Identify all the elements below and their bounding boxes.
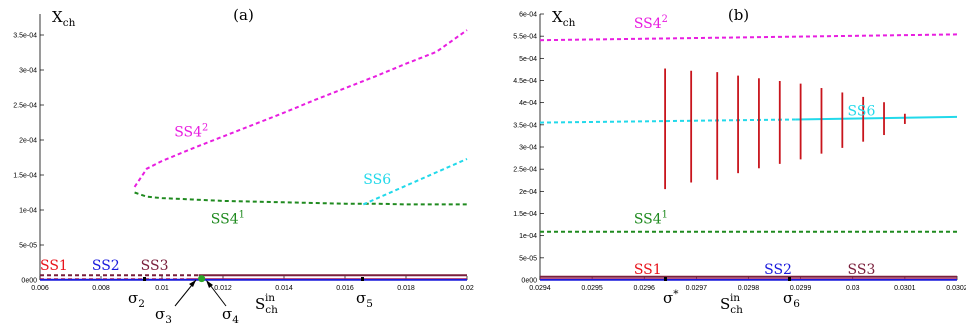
panel-b-series-ss6: [539, 118, 796, 124]
sigma6-label: σ6: [783, 289, 800, 310]
panel-a-chart: 0e00 5e-05 1e-04 1.5e-04 2e-04 2.5e-04 3e-04 3.…: [13, 6, 474, 324]
panel-b-x-label: Schin: [720, 292, 743, 316]
panel-a-series-ss6: [362, 157, 468, 206]
panel-a-x-tick-label: 0.006: [31, 285, 49, 292]
panel-b-x-tick-label: 0.0299: [790, 285, 812, 292]
panel-b-chart: 0e00 5e-05 1e-04 1.5e-04 2e-04 2.5e-04 3e-04 3.…: [513, 6, 966, 316]
sigma3-arrowhead: [189, 280, 196, 287]
panel-a-x-tick-label: 0.008: [92, 285, 110, 292]
panel-b-y-tick-label: 1.5e-04: [513, 211, 537, 218]
panel-a-annotation-ss2: SS2: [92, 258, 120, 274]
panel-b-x-tick-label: 0.0301: [894, 285, 916, 292]
panel-a-annotation-ss6: SS6: [363, 172, 391, 188]
sigma4-arrowhead: [206, 280, 213, 288]
panel-b-x-tick-label: 0.0298: [738, 285, 760, 292]
sigma-star-label: σ*: [663, 288, 679, 307]
panel-a-annotation-ss4: SS41: [211, 209, 245, 227]
panel-b-y-tick-label: 4e-04: [519, 100, 537, 107]
panel-b-y-label: Xch: [552, 8, 576, 29]
panel-b-series-ss4: [539, 33, 958, 42]
sigma3-label: σ3: [155, 305, 172, 324]
sigma6-tick: [788, 277, 791, 281]
panel-a-annotation-ss4: SS42: [174, 123, 208, 141]
panel-b-annotation-ss4: SS41: [634, 209, 668, 227]
sigma2-tick: [143, 277, 146, 281]
panel-b-annotation-ss1: SS1: [634, 262, 662, 278]
panel-a-label: (a): [233, 6, 254, 24]
panel-a-y-tick-label: 3e-04: [19, 68, 37, 75]
panel-a-y-tick-label: 0e00: [21, 278, 37, 285]
panel-a-annotation-ss3: SS3: [141, 258, 169, 274]
panel-b-y-tick-label: 2e-04: [519, 189, 537, 196]
panel-a-bifurcation-marker: [198, 275, 206, 283]
panel-b-annotation-ss3: SS3: [848, 262, 876, 278]
panel-a-series-ss4: [133, 29, 468, 188]
panel-b-x-tick-label: 0.0297: [686, 285, 708, 292]
panel-b-annotation-ss2: SS2: [764, 262, 792, 278]
panel-b-annotation-ss4: SS42: [634, 14, 668, 32]
sigma4-label: σ4: [222, 305, 239, 324]
sigma-star-tick: [664, 277, 667, 281]
panel-a-x-tick-label: 0.012: [214, 285, 232, 292]
panel-b-x-tick-label: 0.0294: [529, 285, 551, 292]
panel-b-y-tick-label: 5e-05: [519, 255, 537, 262]
panel-a-y-label: Xch: [52, 8, 76, 29]
panel-b-y-tick-label: 6e-04: [519, 12, 537, 19]
panel-a-annotation-ss1: SS1: [40, 258, 68, 274]
panel-a-x-tick-label: 0.016: [336, 285, 354, 292]
panel-b-y-tick-label: 2.5e-04: [513, 167, 537, 174]
panel-a-x-tick-label: 0.01: [155, 285, 169, 292]
panel-a-series-ss4: [134, 191, 467, 206]
panel-b-x-tick-label: 0.0302: [946, 285, 966, 292]
panel-b-y-tick-label: 0e00: [521, 278, 537, 285]
panel-b-y-tick-label: 5.5e-04: [513, 34, 537, 41]
panel-a-x-tick-label: 0.014: [275, 285, 293, 292]
panel-b-y-tick-label: 4.5e-04: [513, 78, 537, 85]
panel-a-y-tick-label: 1.5e-04: [13, 173, 37, 180]
panel-b-annotation-ss6: SS6: [848, 104, 876, 120]
panel-a-y-tick-label: 5e-05: [19, 243, 37, 250]
panel-a-x-tick-label: 0.02: [460, 285, 474, 292]
panel-b-label: (b): [728, 6, 749, 24]
panel-a-y-tick-label: 2.5e-04: [13, 103, 37, 110]
panel-b-x-tick-label: 0.0295: [581, 285, 603, 292]
sigma2-label: σ2: [128, 289, 145, 310]
panel-b-y-tick-label: 5e-04: [519, 56, 537, 63]
panel-b-series-ss6: [795, 115, 958, 121]
panel-a-y-tick-label: 3.5e-04: [13, 33, 37, 40]
panel-b-y-tick-label: 3e-04: [519, 145, 537, 152]
sigma5-tick: [361, 277, 364, 281]
panel-a-x-tick-label: 0.018: [397, 285, 415, 292]
panel-b-y-tick-label: 3.5e-04: [513, 122, 537, 129]
panel-b-y-tick-label: 1e-04: [519, 233, 537, 240]
panel-a-y-tick-label: 1e-04: [19, 208, 37, 215]
panel-a-x-label: Schin: [255, 292, 278, 316]
sigma5-label: σ5: [356, 289, 373, 310]
panel-b-x-tick-label: 0.0296: [634, 285, 656, 292]
panel-a-y-tick-label: 2e-04: [19, 138, 37, 145]
panel-b-x-tick-label: 0.03: [846, 285, 860, 292]
